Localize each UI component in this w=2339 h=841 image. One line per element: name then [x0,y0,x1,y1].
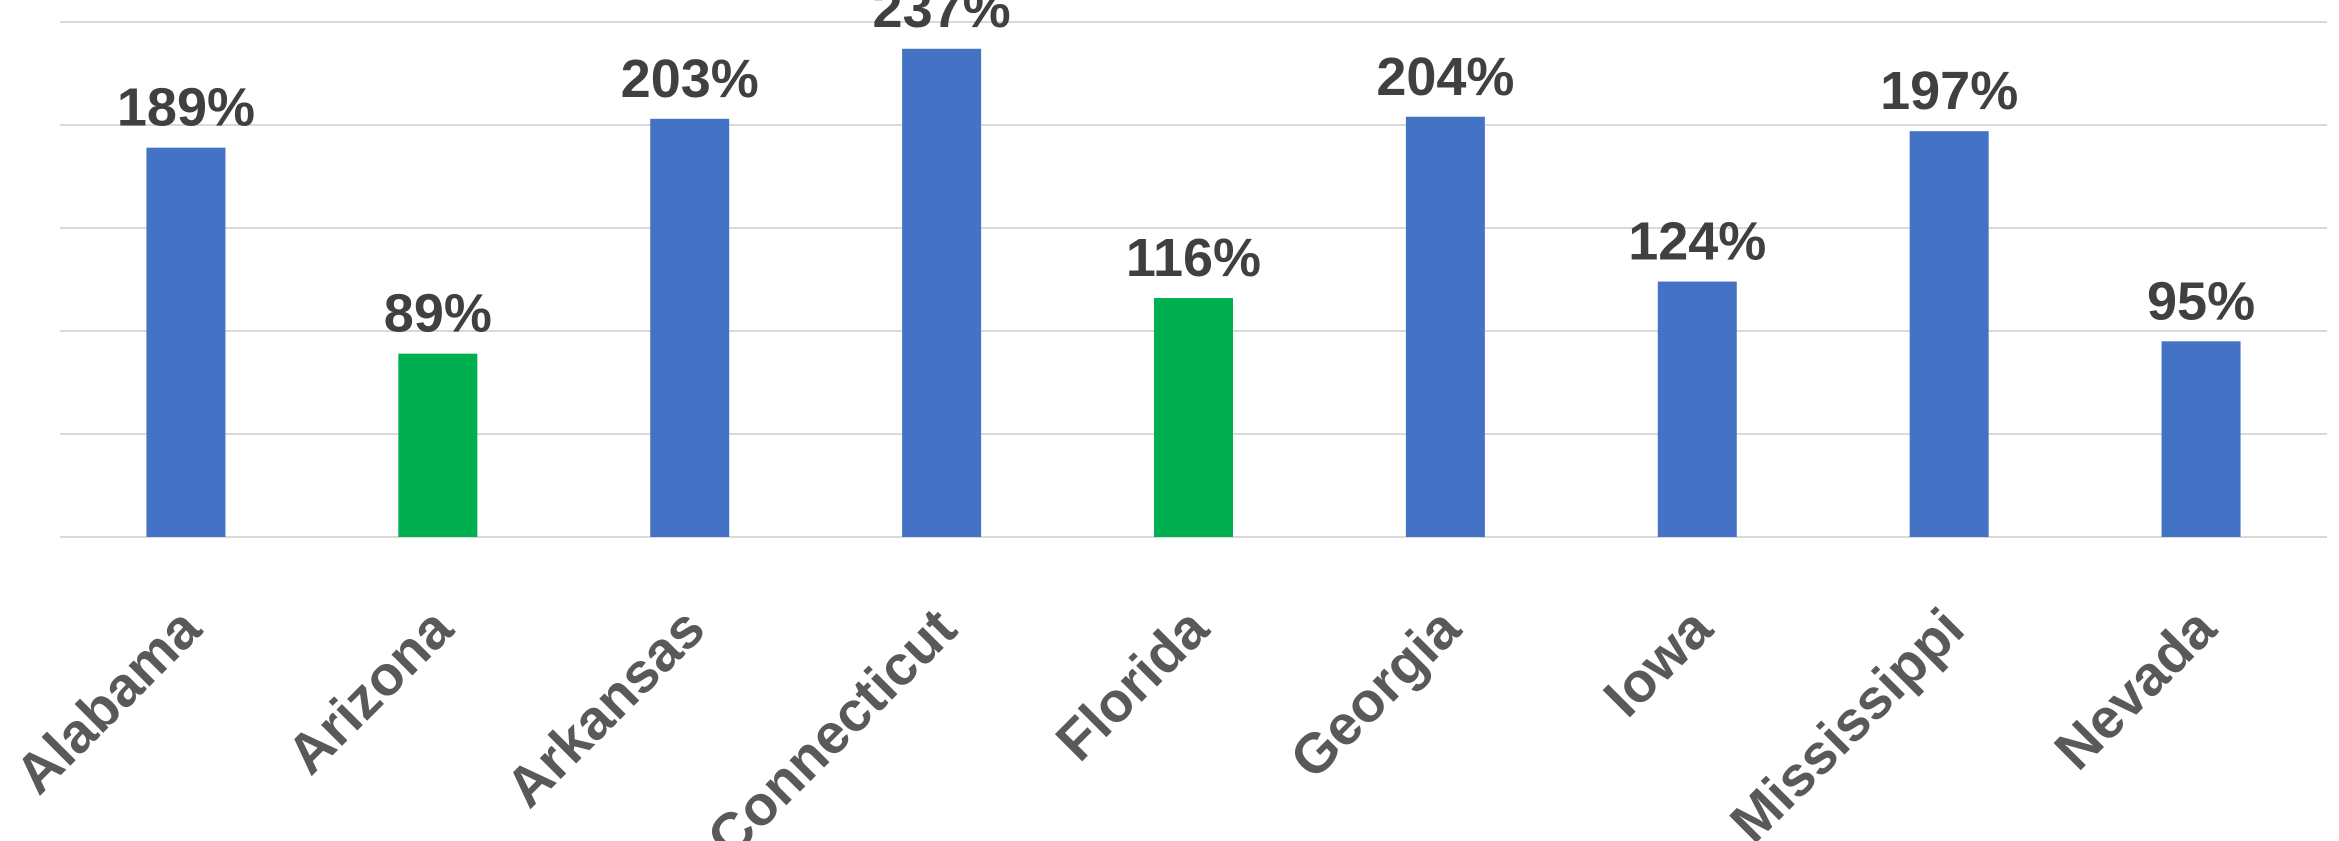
data-label: 204% [1376,47,1514,107]
x-tick-label: Georgia [1278,595,1473,790]
x-tick-label: Mississippi [1718,596,1976,841]
data-label: 124% [1628,212,1766,272]
x-tick-label: Connecticut [695,596,968,841]
data-label: 203% [621,49,759,109]
bar [650,118,730,537]
data-label: 95% [2147,271,2255,331]
data-label: 89% [384,284,492,344]
bar [1405,116,1485,537]
x-tick-label: Nevada [2042,595,2228,781]
data-label: 116% [1126,228,1261,288]
x-tick-label: Arizona [275,595,465,785]
bar [1154,298,1233,537]
bar [1657,281,1737,537]
data-label: 189% [117,78,255,138]
x-tick-label: Iowa [1591,595,1724,728]
bar [2161,341,2241,537]
bar [902,48,982,537]
bar [146,147,226,537]
data-label: 197% [1880,61,2018,121]
x-tick-label: Florida [1043,595,1220,772]
data-label: 237% [873,0,1011,39]
x-tick-label: Alabama [3,595,213,805]
bar [1909,131,1989,537]
x-tick-label: Arkansas [493,596,716,819]
bar [398,353,478,537]
